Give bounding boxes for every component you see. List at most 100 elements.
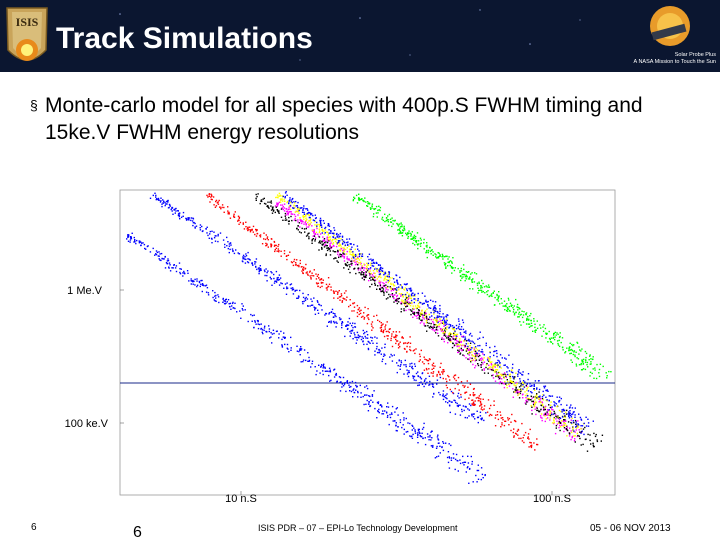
data-point: [252, 231, 254, 233]
data-point: [466, 417, 468, 419]
data-point: [322, 373, 324, 376]
data-point: [238, 253, 240, 255]
data-point: [315, 282, 318, 284]
data-point: [250, 313, 252, 316]
data-point: [427, 300, 429, 303]
data-point: [388, 275, 390, 278]
data-point: [372, 259, 374, 262]
data-point: [373, 272, 375, 274]
data-point: [437, 455, 440, 457]
data-point: [489, 361, 492, 364]
data-point: [241, 308, 243, 310]
data-point: [398, 289, 400, 291]
data-point: [279, 195, 281, 197]
data-point: [296, 259, 298, 261]
data-point: [270, 278, 273, 280]
data-point: [559, 422, 561, 424]
data-point: [589, 375, 591, 377]
data-point: [367, 314, 370, 316]
data-point: [450, 390, 453, 393]
data-point: [439, 323, 441, 325]
data-point: [439, 308, 441, 310]
data-point: [409, 435, 411, 437]
data-point: [283, 250, 286, 252]
data-point: [267, 205, 269, 207]
data-point: [568, 433, 571, 435]
data-point: [489, 413, 491, 416]
data-point: [360, 272, 362, 274]
data-point: [559, 417, 562, 419]
data-point: [415, 241, 417, 243]
data-point: [406, 297, 408, 299]
data-point: [435, 323, 437, 326]
data-point: [479, 358, 482, 360]
data-point: [414, 365, 416, 367]
data-point: [349, 251, 351, 253]
data-point: [405, 364, 407, 366]
data-point: [490, 293, 493, 295]
data-point: [496, 294, 498, 297]
data-point: [272, 210, 275, 212]
data-point: [304, 221, 306, 224]
data-point: [255, 193, 257, 196]
data-point: [283, 252, 286, 255]
data-point: [289, 199, 291, 201]
data-point: [543, 414, 545, 416]
data-point: [349, 381, 351, 384]
data-point: [468, 271, 470, 273]
data-point: [495, 364, 497, 366]
data-point: [439, 327, 442, 330]
data-point: [374, 336, 376, 338]
data-point: [266, 237, 268, 240]
data-point: [318, 249, 320, 251]
data-point: [194, 278, 196, 281]
data-point: [458, 341, 460, 344]
data-point: [503, 377, 505, 379]
data-point: [479, 415, 482, 417]
data-point: [316, 227, 318, 230]
data-point: [520, 390, 522, 392]
data-point: [362, 274, 365, 276]
data-point: [301, 220, 303, 223]
data-point: [527, 390, 530, 392]
data-point: [475, 352, 477, 354]
data-point: [500, 417, 502, 419]
data-point: [578, 413, 580, 415]
data-point: [483, 405, 486, 407]
data-point: [583, 422, 585, 425]
data-point: [403, 308, 405, 310]
data-point: [348, 258, 350, 260]
data-point: [367, 256, 369, 258]
data-point: [318, 228, 320, 230]
data-point: [386, 416, 389, 418]
data-point: [253, 314, 255, 316]
data-point: [369, 274, 371, 277]
data-point: [367, 268, 370, 270]
data-point: [376, 337, 378, 339]
data-point: [460, 341, 462, 344]
data-point: [247, 320, 249, 323]
data-point: [431, 383, 433, 385]
data-point: [472, 404, 474, 406]
data-point: [371, 395, 374, 397]
data-point: [236, 311, 238, 313]
data-point: [546, 399, 548, 401]
data-point: [424, 358, 426, 360]
data-point: [439, 318, 441, 320]
data-point: [527, 436, 529, 438]
data-point: [544, 420, 546, 423]
data-point: [276, 194, 279, 196]
data-point: [244, 258, 246, 260]
data-point: [467, 342, 469, 345]
data-point: [281, 204, 284, 206]
data-point: [358, 335, 360, 337]
data-point: [486, 411, 489, 413]
data-point: [472, 341, 474, 343]
series-7: [352, 193, 612, 380]
data-point: [420, 381, 422, 383]
data-point: [553, 421, 555, 424]
data-point: [282, 195, 284, 198]
data-point: [281, 207, 283, 209]
data-point: [526, 387, 528, 390]
data-point: [309, 270, 311, 272]
